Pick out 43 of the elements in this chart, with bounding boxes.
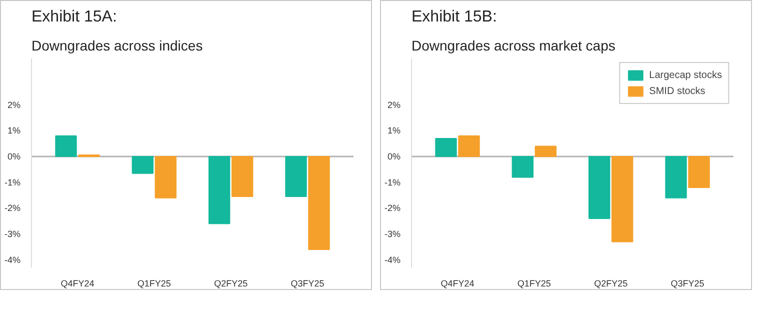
bar	[132, 156, 154, 174]
bar	[512, 156, 534, 178]
x-tick-label: Q3FY25	[290, 278, 324, 288]
y-tick-label: -3%	[384, 228, 401, 239]
y-tick-label: 0%	[7, 152, 21, 162]
bar	[208, 156, 230, 224]
bar	[534, 146, 557, 158]
y-tick-label: 2%	[387, 100, 401, 110]
bar	[435, 138, 457, 158]
bar	[285, 156, 307, 198]
x-tick-label: Q1FY25	[517, 278, 551, 288]
y-tick-label: -2%	[4, 203, 21, 214]
bar	[231, 156, 254, 198]
bar	[611, 156, 634, 242]
x-tick-label: Q1FY25	[137, 278, 171, 288]
y-tick-label: -4%	[384, 254, 401, 265]
x-tick-label: Q4FY24	[60, 278, 94, 288]
y-tick-label: -2%	[384, 203, 401, 214]
y-tick-label: 1%	[7, 126, 21, 136]
y-tick-label: 2%	[7, 100, 21, 110]
y-tick-label: 1%	[387, 126, 401, 136]
x-tick-label: Q2FY25	[594, 278, 628, 288]
bar	[458, 135, 480, 158]
x-tick-label: Q2FY25	[214, 278, 248, 288]
bar	[55, 135, 77, 158]
y-tick-label: -3%	[4, 228, 21, 239]
bar	[665, 156, 687, 198]
y-tick-label: -4%	[4, 254, 21, 265]
chart-title: Exhibit 15A:	[32, 8, 117, 26]
bar	[154, 156, 177, 198]
chart-title: Exhibit 15B:	[412, 8, 497, 26]
x-tick-label: Q3FY25	[670, 278, 704, 288]
y-tick-label: -1%	[384, 177, 401, 188]
bar	[308, 156, 330, 250]
chart-subtitle: Downgrades across market caps	[412, 38, 616, 54]
y-tick-label: 0%	[387, 152, 401, 162]
legend-label: SMID stocks	[649, 86, 706, 96]
y-tick-label: -1%	[4, 177, 21, 188]
legend-label: Largecap stocks	[649, 70, 722, 80]
x-tick-label: Q4FY24	[440, 278, 474, 288]
chart-subtitle: Downgrades across indices	[32, 38, 203, 54]
bar	[588, 156, 610, 219]
bar	[688, 156, 710, 188]
